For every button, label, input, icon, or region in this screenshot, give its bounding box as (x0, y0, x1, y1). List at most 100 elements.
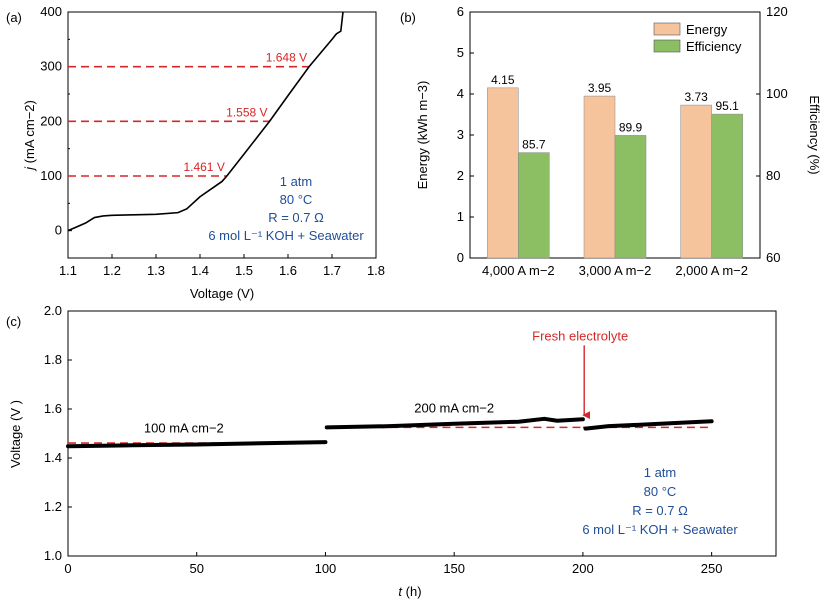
y-tick-label: 200 (40, 113, 62, 128)
data-label-energy: 4.15 (491, 73, 515, 87)
panel-c-axes: 0 50 100 150 200 250 1.0 1.2 1.4 1.6 1.8 2.0 (44, 303, 723, 576)
panel-a-annotation-electrolyte: 6 mol L⁻¹ KOH + Seawater (208, 228, 364, 243)
panel-b-bars: 4.15 85.7 3.95 89.9 3.73 95.1 (487, 73, 743, 259)
x-tick-label: 1.8 (367, 263, 385, 278)
y-tick-label: 1.6 (44, 401, 62, 416)
panel-a-y-axis-unit: (mA cm−2) (22, 100, 37, 163)
bar-energy (487, 87, 519, 259)
x-tick-label: 1.5 (235, 263, 253, 278)
panel-a: (a) 1.1 1.2 1.3 1.4 1.5 1.6 1.7 1.8 0 100 200 300 40… (6, 4, 385, 301)
panel-c-x-axis-unit: (h) (406, 584, 422, 599)
panel-c-label: (c) (6, 314, 21, 329)
panel-a-annotation-pressure: 1 atm (280, 174, 313, 189)
panel-a-annotation: 1 atm 80 °C R = 0.7 Ω 6 mol L⁻¹ KOH + Se… (208, 174, 364, 243)
legend-label-energy: Energy (686, 22, 728, 37)
x-tick-label: 150 (443, 561, 465, 576)
x-tick-label: 3,000 A m−2 (579, 263, 652, 278)
panel-a-frame (67, 11, 377, 259)
panel-c-frame (67, 310, 777, 557)
panel-b: (b) 0 1 2 3 4 5 6 60 80 100 120 4,000 A m−2 3,000 A … (400, 4, 822, 278)
voltage-trace (66, 440, 328, 449)
panel-a-annotation-resistance: R = 0.7 Ω (268, 210, 324, 225)
y2-tick-label: 80 (766, 168, 780, 183)
y-tick-label: 0 (457, 250, 464, 265)
bar-energy (680, 104, 712, 259)
panel-b-axes: 0 1 2 3 4 5 6 60 80 100 120 4,000 A m−2 3,000 A m−2 2… (457, 4, 788, 278)
x-tick-label: 0 (64, 561, 71, 576)
y-tick-label: 6 (457, 4, 464, 19)
voltage-trace (324, 416, 585, 430)
x-tick-label: 2,000 A m−2 (675, 263, 748, 278)
y-tick-label: 0 (55, 223, 62, 238)
x-tick-label: 1.7 (323, 263, 341, 278)
y-tick-label: 100 (40, 168, 62, 183)
data-label-efficiency: 85.7 (522, 138, 546, 152)
y-tick-label: 1.0 (44, 548, 62, 563)
panel-c-x-axis-symbol: t (398, 584, 403, 599)
panel-a-label: (a) (6, 10, 22, 25)
panel-a-series (67, 11, 344, 232)
x-tick-label: 50 (189, 561, 203, 576)
panel-a-x-axis-label: Voltage (V) (190, 286, 254, 301)
panel-a-reference-lines: 1.461 V 1.558 V 1.648 V (68, 51, 310, 177)
y2-tick-label: 100 (766, 86, 788, 101)
segment-label-200: 200 mA cm−2 (414, 401, 494, 416)
x-tick-label: 100 (315, 561, 337, 576)
panel-c-annotation-electrolyte: 6 mol L⁻¹ KOH + Seawater (582, 522, 738, 537)
panel-c-annotation: 1 atm 80 °C R = 0.7 Ω 6 mol L⁻¹ KOH + Se… (582, 465, 738, 537)
panel-c: (c) 0 50 100 150 200 250 1.0 1.2 1.4 1.6 1.8 2.0 t … (6, 303, 777, 599)
reference-line-label: 1.461 V (183, 160, 224, 174)
x-tick-label: 1.1 (59, 263, 77, 278)
y-tick-label: 4 (457, 86, 464, 101)
y-tick-label: 400 (40, 4, 62, 19)
y2-tick-label: 120 (766, 4, 788, 19)
panel-c-annotation-temperature: 80 °C (644, 484, 677, 499)
panel-c-annotation-pressure: 1 atm (644, 465, 677, 480)
panel-b-y2-axis-label: Efficiency (%) (807, 95, 822, 174)
y-tick-label: 1 (457, 209, 464, 224)
data-label-energy: 3.73 (684, 90, 708, 104)
x-tick-label: 1.4 (191, 263, 209, 278)
y-tick-label: 5 (457, 45, 464, 60)
panel-b-y-axis-label: Energy (kWh m−3) (415, 81, 430, 190)
panel-b-label: (b) (400, 10, 416, 25)
bar-efficiency (711, 113, 743, 259)
x-tick-label: 200 (572, 561, 594, 576)
bar-efficiency (518, 152, 550, 259)
panel-c-series (66, 416, 714, 449)
data-label-efficiency: 89.9 (619, 120, 643, 134)
panel-b-legend: Energy Efficiency (653, 22, 742, 54)
y-tick-label: 3 (457, 127, 464, 142)
legend-swatch-energy (653, 22, 681, 36)
y-tick-label: 2.0 (44, 303, 62, 318)
panel-c-x-axis-label: t (h) (398, 584, 421, 599)
x-tick-label: 1.6 (279, 263, 297, 278)
y-tick-label: 300 (40, 59, 62, 74)
reference-line-label: 1.558 V (226, 105, 267, 119)
panel-c-annotation-resistance: R = 0.7 Ω (632, 503, 688, 518)
segment-label-100: 100 mA cm−2 (144, 420, 224, 435)
reference-line-label: 1.648 V (266, 51, 307, 65)
panel-a-y-axis-symbol: j (22, 166, 37, 172)
y-tick-label: 1.4 (44, 450, 62, 465)
panel-c-y-axis-label: Voltage (V ) (8, 400, 23, 468)
bar-energy (583, 95, 616, 259)
y-tick-label: 1.2 (44, 499, 62, 514)
x-tick-label: 4,000 A m−2 (482, 263, 555, 278)
panel-a-annotation-temperature: 80 °C (280, 192, 313, 207)
y2-tick-label: 60 (766, 250, 780, 265)
y-tick-label: 1.8 (44, 352, 62, 367)
panel-a-y-axis-label: j (mA cm−2) (22, 100, 37, 172)
polarization-curve (67, 11, 344, 232)
voltage-trace (583, 419, 714, 431)
fresh-electrolyte-label: Fresh electrolyte (532, 328, 628, 343)
bar-efficiency (614, 135, 647, 259)
data-label-energy: 3.95 (588, 81, 612, 95)
x-tick-label: 1.3 (147, 263, 165, 278)
legend-label-efficiency: Efficiency (686, 39, 742, 54)
x-tick-label: 250 (701, 561, 723, 576)
legend-swatch-efficiency (653, 39, 681, 53)
data-label-efficiency: 95.1 (715, 99, 739, 113)
x-tick-label: 1.2 (103, 263, 121, 278)
